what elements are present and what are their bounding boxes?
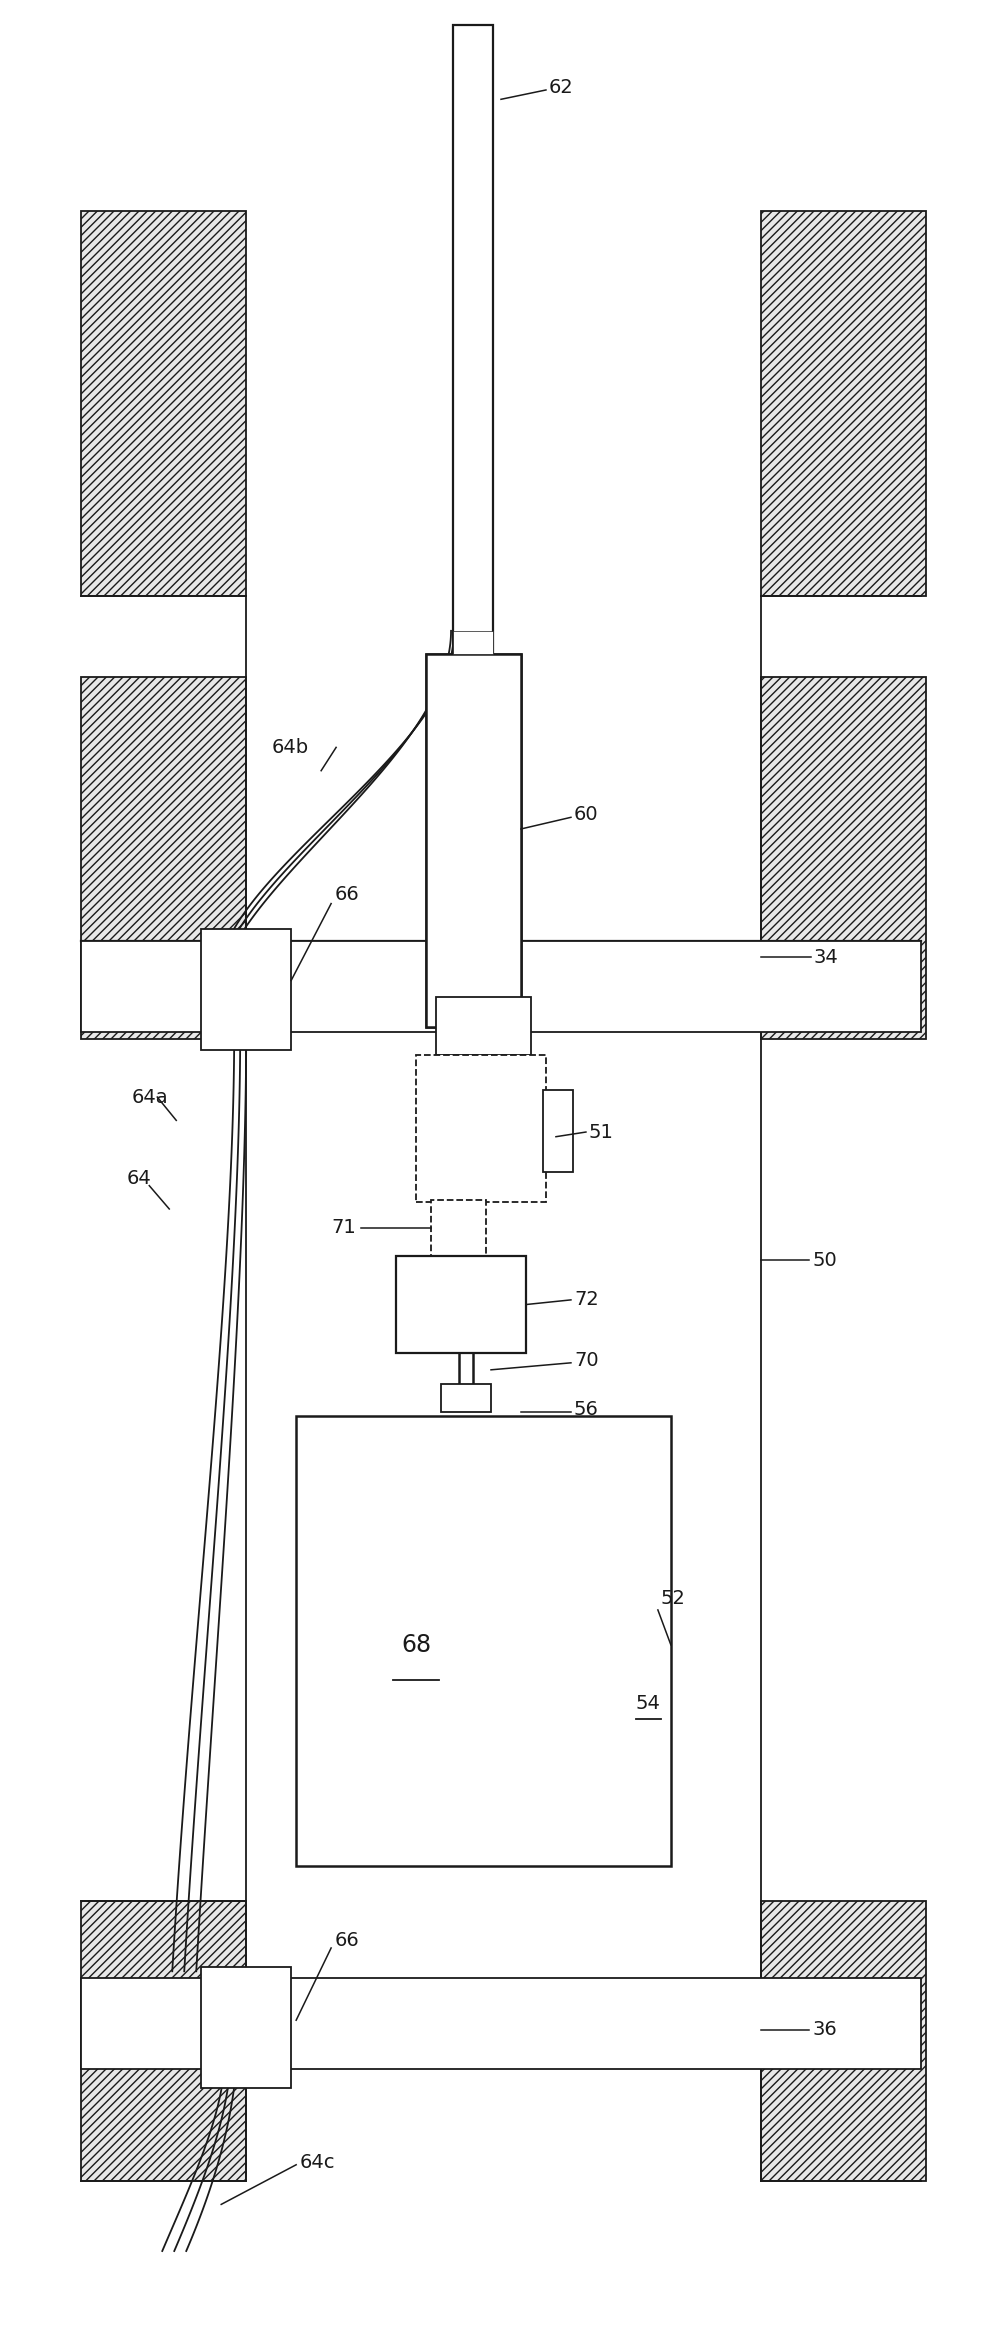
Text: 60: 60 — [574, 805, 598, 824]
Text: 36: 36 — [813, 2019, 838, 2040]
Bar — [396, 1256, 526, 1354]
Bar — [761, 1902, 926, 2180]
Text: 71: 71 — [332, 1218, 356, 1237]
Text: 54: 54 — [636, 1694, 660, 1713]
Bar — [453, 630, 493, 654]
Text: 72: 72 — [574, 1291, 598, 1309]
Text: 50: 50 — [813, 1251, 838, 1270]
Bar — [436, 997, 531, 1055]
Text: 66: 66 — [334, 885, 359, 903]
Text: 51: 51 — [589, 1123, 614, 1141]
Bar — [441, 1384, 491, 1412]
Text: 64c: 64c — [300, 2152, 335, 2173]
Text: 34: 34 — [814, 948, 839, 966]
Bar — [201, 1968, 292, 2089]
Bar — [81, 677, 246, 1039]
Bar — [201, 929, 292, 1050]
Bar — [426, 654, 521, 1027]
Bar — [453, 26, 493, 654]
Bar — [761, 210, 926, 595]
Text: 56: 56 — [574, 1400, 599, 1419]
Bar — [81, 1902, 246, 2180]
Bar — [426, 654, 521, 1027]
Bar — [431, 1200, 486, 1256]
Text: 62: 62 — [549, 77, 574, 98]
Text: 64: 64 — [126, 1169, 151, 1188]
Bar — [416, 1055, 546, 1202]
Text: 64b: 64b — [272, 738, 309, 756]
Text: 70: 70 — [574, 1351, 598, 1370]
Bar — [297, 1417, 671, 1867]
Bar — [761, 677, 926, 1039]
Bar — [543, 1090, 573, 1172]
Bar — [81, 941, 921, 1032]
Text: 66: 66 — [334, 1933, 359, 1951]
Text: 64a: 64a — [131, 1088, 168, 1106]
Text: 52: 52 — [661, 1589, 685, 1608]
Bar — [81, 210, 246, 595]
Bar — [81, 1979, 921, 2070]
Text: 68: 68 — [401, 1634, 431, 1657]
